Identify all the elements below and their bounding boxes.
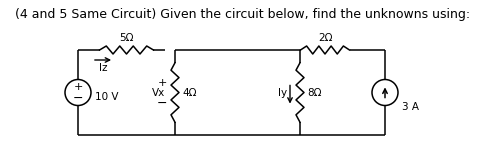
Text: Vx: Vx — [152, 87, 165, 98]
Text: −: − — [156, 97, 167, 110]
Text: 2Ω: 2Ω — [318, 33, 332, 43]
Text: (4 and 5 Same Circuit) Given the circuit below, find the unknowns using:: (4 and 5 Same Circuit) Given the circuit… — [16, 8, 470, 21]
Text: Iy: Iy — [278, 87, 287, 98]
Text: 8Ω: 8Ω — [307, 87, 322, 98]
Text: +: + — [157, 78, 167, 87]
Text: −: − — [73, 92, 83, 105]
Text: 4Ω: 4Ω — [182, 87, 196, 98]
Text: +: + — [73, 82, 83, 92]
Text: 10 V: 10 V — [95, 92, 119, 103]
Text: 3 A: 3 A — [402, 102, 419, 111]
Text: 5Ω: 5Ω — [119, 33, 134, 43]
Text: Iz: Iz — [99, 63, 107, 73]
